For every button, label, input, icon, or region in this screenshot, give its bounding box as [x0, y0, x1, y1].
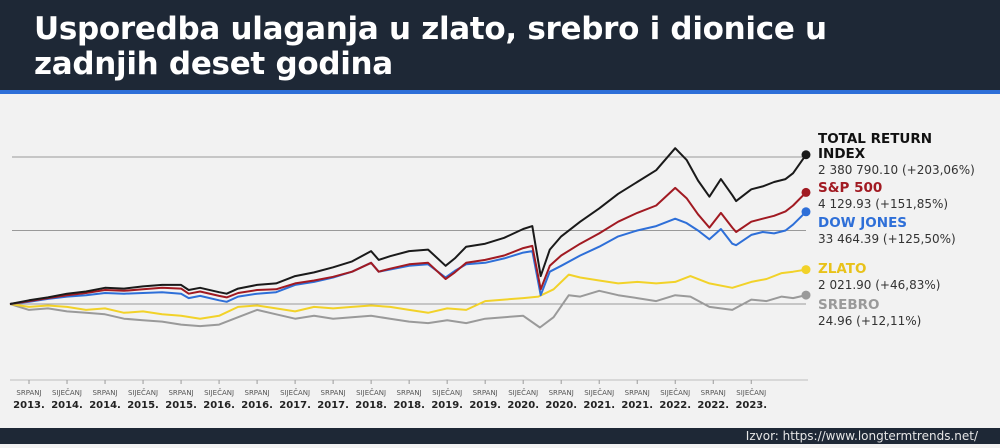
- x-tick-label-year: 2017.: [279, 400, 311, 411]
- legend-label-zlato: ZLATO: [818, 261, 866, 277]
- x-tick-label-year: 2022.: [659, 400, 691, 411]
- x-tick-label-year: 2019.: [469, 400, 501, 411]
- x-tick-label-year: 2020.: [545, 400, 577, 411]
- x-tick-label-month: SRPANJ: [92, 389, 117, 397]
- end-marker-zlato: [801, 265, 811, 275]
- end-marker-sp500: [801, 187, 811, 197]
- x-tick-label-year: 2017.: [317, 400, 349, 411]
- x-tick-label-month: SRPANJ: [397, 389, 422, 397]
- legend-label-dow_jones: DOW JONES: [818, 215, 907, 231]
- x-tick-label-month: SIJEČANJ: [508, 388, 538, 397]
- x-tick-label-year: 2023.: [735, 400, 767, 411]
- x-tick-label-month: SRPANJ: [321, 389, 346, 397]
- legend-value-dow_jones: 33 464.39 (+125,50%): [818, 232, 956, 246]
- x-tick-label-month: SIJEČANJ: [52, 388, 82, 397]
- source-credit: Izvor: https://www.longtermtrends.net/: [745, 429, 978, 443]
- x-tick-label-year: 2018.: [355, 400, 387, 411]
- series-line-total_return: [9, 147, 807, 305]
- legend-label-sp500: S&P 500: [818, 180, 882, 196]
- x-tick-label-month: SIJEČANJ: [280, 388, 310, 397]
- x-tick-label-month: SIJEČANJ: [204, 388, 234, 397]
- x-tick-label-month: SRPANJ: [701, 389, 726, 397]
- x-tick-label-month: SRPANJ: [625, 389, 650, 397]
- x-tick-label-year: 2014.: [89, 400, 121, 411]
- page-title: Usporedba ulaganja u zlato, srebro i dio…: [34, 11, 827, 82]
- x-tick-label-month: SRPANJ: [473, 389, 498, 397]
- end-marker-total_return: [801, 150, 811, 160]
- x-tick-label-month: SIJEČANJ: [584, 388, 614, 397]
- series-line-dow_jones: [9, 211, 807, 305]
- x-tick-label-year: 2015.: [165, 400, 197, 411]
- legend-label-srebro: SREBRO: [818, 297, 880, 313]
- x-tick-label-year: 2019.: [431, 400, 463, 411]
- series-line-sp500: [9, 186, 807, 305]
- x-tick-label-year: 2020.: [507, 400, 539, 411]
- x-tick-label-month: SRPANJ: [16, 389, 41, 397]
- legend-value-zlato: 2 021.90 (+46,83%): [818, 278, 940, 292]
- x-tick-label-year: 2022.: [697, 400, 729, 411]
- x-tick-label-year: 2018.: [393, 400, 425, 411]
- end-marker-srebro: [801, 290, 811, 300]
- header-bar: Usporedba ulaganja u zlato, srebro i dio…: [0, 0, 1000, 94]
- x-tick-label-month: SIJEČANJ: [736, 388, 766, 397]
- x-tick-label-month: SIJEČANJ: [432, 388, 462, 397]
- x-tick-label-year: 2013.: [13, 400, 45, 411]
- x-tick-label-month: SRPANJ: [245, 389, 270, 397]
- legend-value-sp500: 4 129.93 (+151,85%): [818, 197, 948, 211]
- chart-area: [0, 94, 1000, 428]
- x-tick-label-month: SIJEČANJ: [128, 388, 158, 397]
- x-tick-label-year: 2016.: [241, 400, 273, 411]
- x-tick-label-month: SRPANJ: [168, 389, 193, 397]
- series-line-zlato: [9, 268, 807, 320]
- legend-value-total_return: 2 380 790.10 (+203,06%): [818, 163, 975, 177]
- x-tick-label-month: SRPANJ: [549, 389, 574, 397]
- x-tick-label-year: 2021.: [621, 400, 653, 411]
- x-tick-label-month: SIJEČANJ: [660, 388, 690, 397]
- legend-label-total_return: TOTAL RETURN INDEX: [818, 131, 932, 162]
- x-tick-label-year: 2021.: [583, 400, 615, 411]
- header-accent-line: [0, 90, 1000, 94]
- x-tick-label-year: 2015.: [127, 400, 159, 411]
- series-line-srebro: [9, 289, 807, 329]
- x-tick-label-year: 2016.: [203, 400, 235, 411]
- footer-bar: Izvor: https://www.longtermtrends.net/: [0, 428, 1000, 444]
- x-tick-label-month: SIJEČANJ: [356, 388, 386, 397]
- x-tick-label-year: 2014.: [51, 400, 83, 411]
- end-marker-dow_jones: [801, 207, 811, 217]
- legend-value-srebro: 24.96 (+12,11%): [818, 314, 921, 328]
